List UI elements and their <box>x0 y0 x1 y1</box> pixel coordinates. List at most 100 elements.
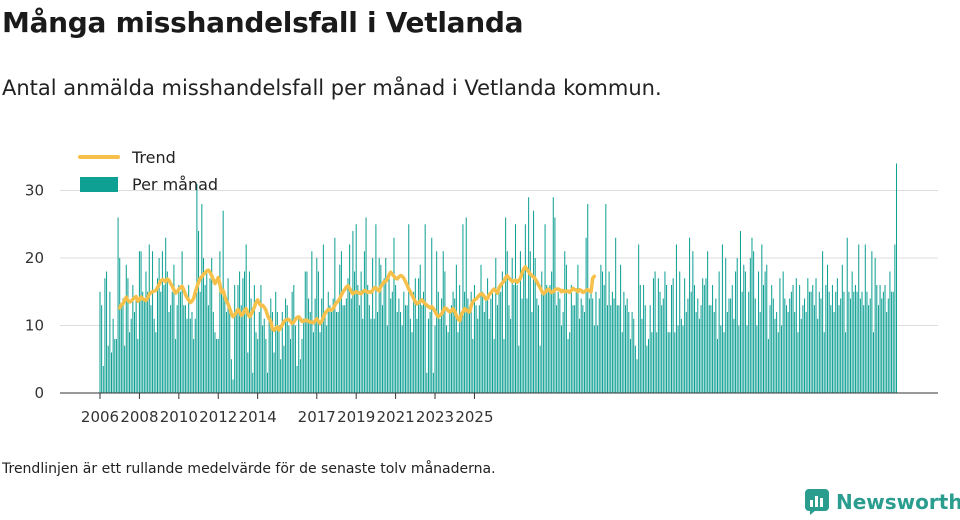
bar-115 <box>288 325 290 393</box>
bar-87 <box>242 278 244 393</box>
bar-472 <box>874 258 876 393</box>
bar-5 <box>107 345 109 393</box>
bar-167 <box>373 318 375 393</box>
bar-204 <box>434 325 436 393</box>
bar-328 <box>638 244 640 393</box>
bar-112 <box>283 345 285 393</box>
bar-361 <box>692 251 694 393</box>
bar-123 <box>301 339 303 393</box>
bar-266 <box>536 298 538 393</box>
bar-378 <box>720 325 722 393</box>
bar-118 <box>293 285 295 393</box>
bar-229 <box>475 305 477 393</box>
bar-150 <box>345 298 347 393</box>
bar-140 <box>329 305 331 393</box>
bar-373 <box>712 285 714 393</box>
bar-105 <box>271 312 273 393</box>
bar-215 <box>452 291 454 393</box>
bar-154 <box>352 231 354 393</box>
bar-141 <box>331 312 333 393</box>
bar-72 <box>217 339 219 393</box>
bar-138 <box>326 325 328 393</box>
bar-86 <box>240 305 242 393</box>
bar-139 <box>327 291 329 393</box>
bar-384 <box>730 298 732 393</box>
bar-262 <box>529 251 531 393</box>
bar-325 <box>633 318 635 393</box>
bar-350 <box>674 332 676 393</box>
bar-428 <box>802 305 804 393</box>
bar-201 <box>429 312 431 393</box>
bar-483 <box>892 291 894 393</box>
bar-17 <box>127 278 129 393</box>
bar-369 <box>705 278 707 393</box>
bar-482 <box>891 291 893 393</box>
bar-274 <box>549 285 551 393</box>
bar-77 <box>225 312 227 393</box>
bar-7 <box>110 352 113 393</box>
bar-200 <box>427 318 429 393</box>
bar-301 <box>593 325 595 393</box>
bar-113 <box>285 298 287 393</box>
bar-69 <box>212 312 214 393</box>
bar-363 <box>695 312 697 393</box>
bar-289 <box>574 305 576 393</box>
bar-287 <box>570 285 572 393</box>
bar-469 <box>869 298 871 393</box>
bar-183 <box>400 312 402 393</box>
bar-411 <box>774 318 776 393</box>
bar-104 <box>270 298 272 393</box>
bar-148 <box>342 305 344 393</box>
bar-78 <box>227 278 229 393</box>
bar-181 <box>396 312 398 393</box>
legend: Trend Per månad <box>78 148 218 194</box>
bar-241 <box>495 258 497 393</box>
bar-193 <box>416 318 418 393</box>
bar-326 <box>634 345 636 393</box>
bar-348 <box>671 285 673 393</box>
bar-442 <box>825 285 827 393</box>
bar-406 <box>766 264 768 393</box>
bar-423 <box>794 312 796 393</box>
bar-30 <box>148 244 150 393</box>
bar-360 <box>690 291 692 393</box>
bar-36 <box>158 258 160 393</box>
bar-419 <box>787 312 789 393</box>
bar-418 <box>785 305 787 393</box>
newsworthy-logo-icon <box>805 489 829 515</box>
bar-165 <box>370 318 372 393</box>
bar-386 <box>733 318 735 393</box>
bar-465 <box>863 305 865 393</box>
bar-60 <box>198 231 200 393</box>
bar-160 <box>362 318 364 393</box>
bar-23 <box>137 339 139 393</box>
bar-57 <box>193 339 195 393</box>
bar-101 <box>265 339 267 393</box>
bar-197 <box>423 291 425 393</box>
bar-224 <box>467 298 469 393</box>
bar-163 <box>367 285 369 393</box>
bar-362 <box>693 285 696 393</box>
bar-344 <box>664 271 666 393</box>
bar-12 <box>119 258 121 393</box>
bar-191 <box>413 291 415 393</box>
bar-331 <box>643 285 645 393</box>
bar-402 <box>759 312 761 393</box>
bar-391 <box>741 291 743 393</box>
bar-145 <box>337 312 339 393</box>
bar-427 <box>800 318 802 393</box>
bar-464 <box>861 291 863 393</box>
bar-332 <box>644 305 646 393</box>
bar-421 <box>790 291 792 393</box>
bar-225 <box>469 312 471 393</box>
chart-title: Många misshandelsfall i Vetlanda <box>2 6 524 39</box>
bar-342 <box>661 305 663 393</box>
bar-75 <box>222 210 224 393</box>
bar-438 <box>818 291 820 393</box>
bar-108 <box>276 312 278 393</box>
bar-383 <box>728 298 730 393</box>
bar-158 <box>358 305 360 393</box>
bar-277 <box>554 217 556 393</box>
bar-52 <box>184 305 186 393</box>
bar-461 <box>856 291 858 393</box>
